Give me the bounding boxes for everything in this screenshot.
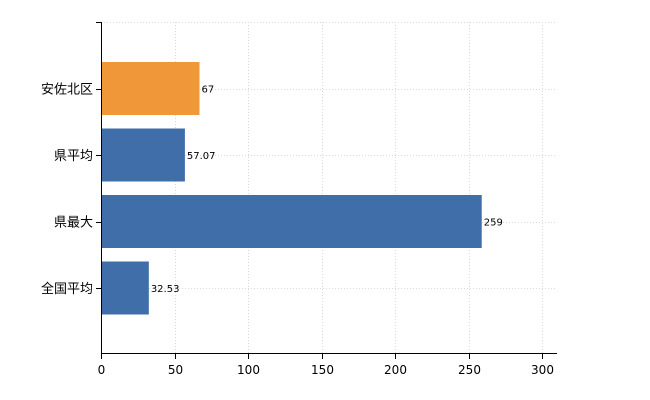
category-label: 県平均 [54,149,93,164]
category-label: 全国平均 [41,281,93,297]
data-label: 57.07 [187,151,216,162]
data-label: 32.53 [151,284,180,295]
x-tick-label: 100 [237,363,260,377]
category-label: 県最大 [54,216,93,231]
data-label: 67 [201,85,214,96]
axes [96,22,557,359]
x-tick-label: 0 [98,363,106,377]
category-label: 安佐北区 [41,83,93,98]
bar [101,62,200,115]
data-label: 259 [484,218,503,229]
x-tick-label: 300 [531,363,554,377]
bars [101,62,482,315]
bar [101,261,149,315]
x-tick-label: 200 [384,363,407,377]
bar [101,195,482,248]
x-tick-label: 250 [458,363,481,377]
x-tick-label: 150 [311,363,334,377]
x-tick-label: 50 [168,363,183,377]
labels: 67 安佐北区 57.07 県平均 259 県最大 32.53 全国平均 0 50 100 150 20… [41,83,554,378]
bar [101,128,185,182]
